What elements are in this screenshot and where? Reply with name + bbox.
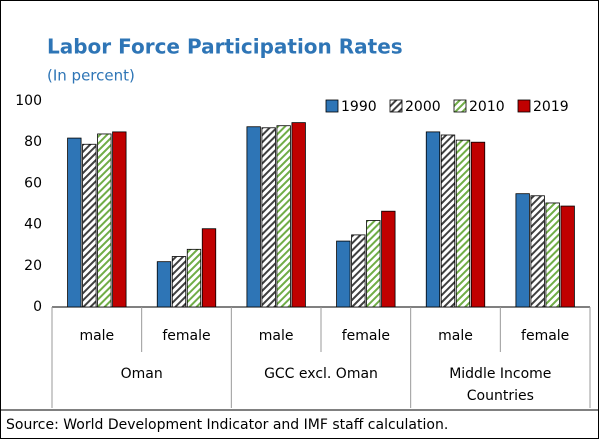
x-tick-label: male xyxy=(79,328,114,344)
bar xyxy=(112,131,127,308)
group-label: Oman xyxy=(120,366,163,382)
x-tick-label: male xyxy=(259,328,294,344)
bar xyxy=(336,240,351,308)
y-tick-label: 80 xyxy=(24,134,42,150)
bar xyxy=(366,220,381,308)
bar xyxy=(156,261,172,308)
legend-label: 1990 xyxy=(341,99,377,115)
bar xyxy=(291,122,306,308)
legend-label: 2019 xyxy=(533,99,569,115)
bar xyxy=(381,210,396,308)
bar xyxy=(440,134,456,308)
x-tick-label: female xyxy=(162,328,210,344)
bar xyxy=(530,195,545,308)
legend-label: 2010 xyxy=(469,99,505,115)
bar xyxy=(246,126,261,308)
legend-swatch xyxy=(325,99,339,113)
y-tick-label: 20 xyxy=(24,258,42,274)
bar xyxy=(97,133,112,308)
bar xyxy=(560,205,575,308)
x-tick-label: female xyxy=(521,328,569,344)
bar xyxy=(470,141,486,308)
bar xyxy=(455,139,471,308)
bar xyxy=(545,202,560,308)
y-tick-label: 100 xyxy=(15,93,42,109)
legend-swatch xyxy=(389,99,403,113)
x-tick-label: female xyxy=(342,328,390,344)
bar xyxy=(515,193,530,308)
source: Source: World Development Indicator and … xyxy=(6,417,448,433)
bar xyxy=(261,127,276,308)
y-tick-label: 40 xyxy=(24,217,42,233)
legend-swatch xyxy=(453,99,467,113)
chart-subtitle: (In percent) xyxy=(47,67,135,85)
x-tick-label: male xyxy=(438,328,473,344)
chart-title: Labor Force Participation Rates xyxy=(47,35,403,59)
y-tick-label: 60 xyxy=(24,175,42,191)
legend-label: 2000 xyxy=(405,99,441,115)
bar xyxy=(186,248,202,308)
bar xyxy=(201,228,217,308)
legend-swatch xyxy=(517,99,531,113)
group-label: Middle Income Countries xyxy=(449,366,552,404)
bar xyxy=(171,256,187,308)
bar xyxy=(425,131,441,308)
bar xyxy=(351,234,366,308)
bar xyxy=(276,125,291,308)
y-tick-label: 0 xyxy=(33,299,42,315)
bar xyxy=(67,137,82,308)
bar xyxy=(82,143,97,308)
group-label: GCC excl. Oman xyxy=(264,366,378,382)
